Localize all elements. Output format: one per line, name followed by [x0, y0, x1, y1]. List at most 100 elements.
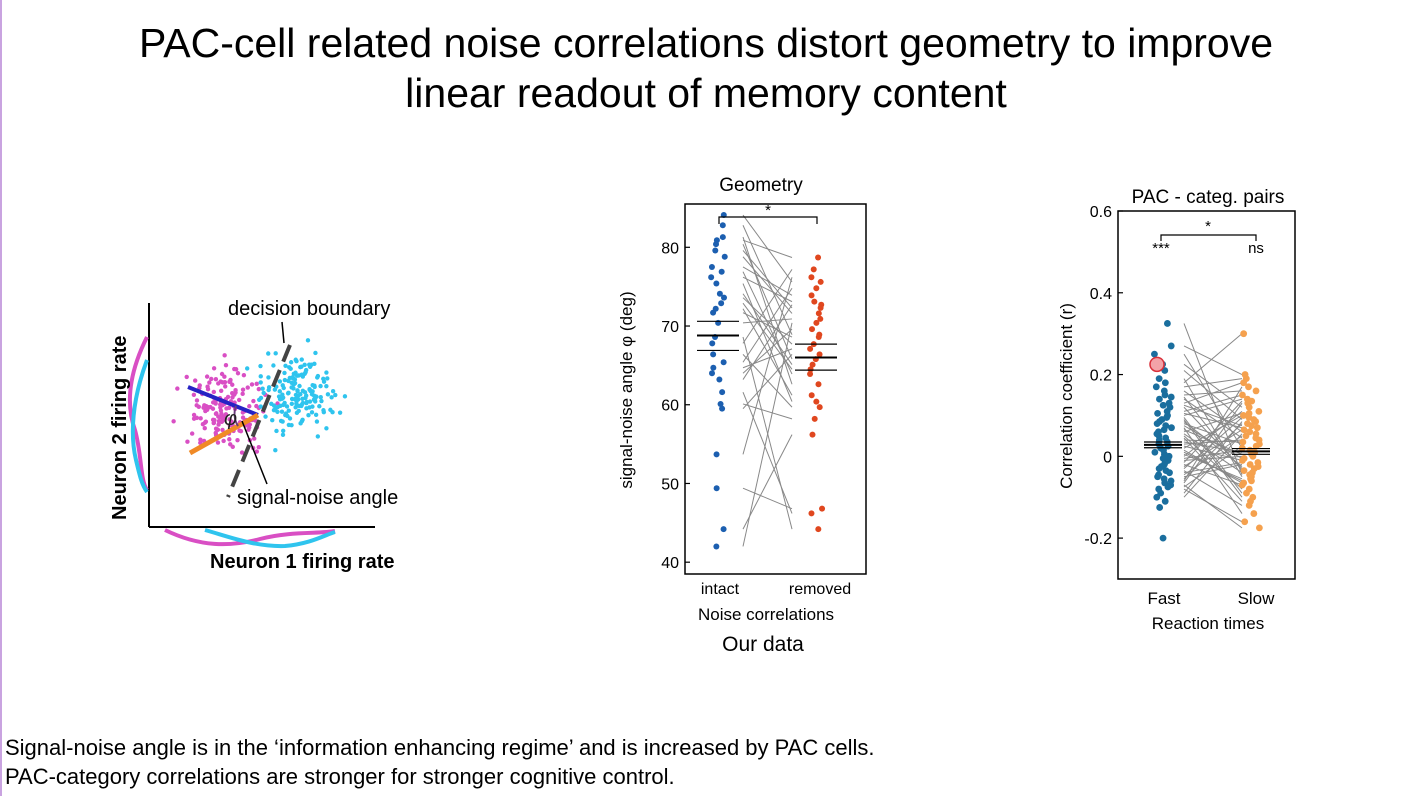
paired-line	[742, 277, 793, 455]
category-label-fast: Fast	[1147, 589, 1180, 608]
schematic-dot-cyan	[297, 383, 302, 389]
data-point-intact	[710, 351, 717, 358]
schematic-dot-cloud	[171, 338, 348, 455]
pac-x-label: Reaction times	[1152, 614, 1264, 633]
pac-significance-star: *	[1205, 218, 1211, 235]
schematic-dot-magenta	[254, 403, 259, 409]
data-point-fast	[1164, 483, 1172, 491]
schematic-dot-magenta	[254, 381, 259, 387]
takeaway-line-2: PAC-category correlations are stronger f…	[5, 764, 675, 789]
data-point-fast	[1159, 401, 1167, 409]
schematic-dot-cyan	[272, 387, 278, 392]
data-point-fast	[1166, 469, 1173, 477]
y-tick-label: 0.6	[1090, 204, 1112, 221]
schematic-dot-cyan	[289, 396, 295, 402]
slide-title: PAC-cell related noise correlations dist…	[0, 18, 1412, 118]
schematic-dot-magenta	[247, 422, 253, 427]
schematic-dot-cyan	[280, 419, 285, 424]
data-point-removed	[807, 366, 814, 373]
schematic-dot-magenta	[233, 367, 239, 372]
schematic-dot-cyan	[305, 338, 311, 343]
schematic-dot-cyan	[291, 386, 296, 391]
schematic-dot-cyan	[273, 448, 278, 453]
data-point-removed	[809, 431, 816, 438]
data-point-fast	[1161, 379, 1169, 387]
schematic-dot-cyan	[330, 409, 335, 415]
data-point-fast	[1161, 497, 1169, 505]
geometry-title: Geometry	[719, 175, 803, 196]
schematic-dot-magenta	[213, 430, 218, 436]
schematic-dot-cyan	[307, 399, 313, 404]
data-point-removed	[815, 334, 822, 341]
paired-line	[742, 391, 793, 514]
schematic-dot-magenta	[192, 378, 198, 383]
schematic-dot-cyan	[270, 418, 275, 423]
data-point-intact	[709, 370, 716, 377]
data-point-slow	[1245, 383, 1252, 391]
paired-line	[742, 318, 793, 324]
schematic-dot-magenta	[252, 436, 257, 441]
data-point-removed	[808, 392, 815, 399]
slow-significance-label: ns	[1248, 240, 1264, 257]
data-point-intact	[712, 247, 719, 254]
schematic-dot-magenta	[184, 374, 189, 380]
schematic-dot-cyan	[288, 366, 293, 371]
schematic-dot-magenta	[218, 388, 224, 393]
schematic-dot-cyan	[282, 400, 287, 406]
paired-line	[742, 271, 793, 375]
schematic-dot-cyan	[315, 373, 321, 379]
data-point-slow	[1240, 330, 1248, 338]
schematic-dot-magenta	[247, 404, 252, 409]
data-point-removed	[809, 326, 816, 333]
data-point-fast	[1151, 448, 1159, 456]
schematic-dot-cyan	[266, 351, 271, 356]
schematic-dot-magenta	[216, 414, 221, 419]
geometry-x-label: Noise correlations	[698, 605, 834, 624]
schematic-dot-magenta	[238, 428, 244, 434]
schematic-dot-cyan	[337, 410, 343, 415]
schematic-dot-cyan	[281, 428, 286, 433]
paired-line	[1183, 394, 1243, 412]
y-tick-label: 50	[661, 476, 679, 493]
data-point-slow	[1248, 477, 1255, 485]
schematic-dot-cyan	[282, 377, 288, 383]
schematic-dot-cyan	[342, 394, 348, 399]
schematic-dot-cyan	[269, 401, 274, 407]
data-point-removed	[817, 278, 824, 285]
schematic-dot-cyan	[277, 389, 282, 394]
schematic-dot-cyan	[299, 364, 304, 369]
y-axis-label: Neuron 2 firing rate	[109, 336, 131, 520]
schematic-dot-cyan	[302, 362, 307, 368]
magenta-marginal-x	[164, 528, 336, 547]
paired-line	[1183, 439, 1243, 443]
schematic-dot-cyan	[277, 379, 283, 384]
schematic-dot-cyan	[280, 395, 286, 400]
paired-line	[742, 354, 793, 410]
schematic-dot-cyan	[294, 401, 299, 406]
data-point-intact	[713, 485, 720, 492]
schematic-dot-cyan	[291, 371, 297, 376]
schematic-dot-magenta	[191, 416, 197, 421]
noise-correlation-schematic: Neuron 2 firing rate φ decision boundary…	[109, 298, 398, 573]
schematic-dot-cyan	[318, 383, 323, 389]
schematic-dot-magenta	[220, 380, 225, 385]
schematic-dot-magenta	[215, 440, 221, 445]
data-point-fast	[1155, 375, 1163, 383]
data-point-slow	[1240, 467, 1248, 475]
paired-line	[1183, 435, 1243, 476]
schematic-dot-cyan	[303, 367, 309, 373]
schematic-dot-cyan	[314, 394, 319, 399]
data-point-intact	[716, 376, 723, 383]
data-point-intact	[713, 280, 720, 287]
x-axis-label-clip: Neuron 1 firing rate	[210, 551, 394, 573]
schematic-dot-magenta	[222, 415, 227, 420]
schematic-dot-cyan	[329, 395, 334, 400]
data-point-intact	[716, 290, 723, 297]
y-tick-label: 60	[661, 398, 679, 415]
schematic-dot-cyan	[271, 363, 276, 368]
schematic-dot-cyan	[296, 408, 301, 414]
schematic-dot-cyan	[287, 375, 292, 381]
schematic-dot-magenta	[256, 386, 262, 392]
data-point-removed	[813, 319, 820, 326]
paired-line	[1183, 386, 1243, 482]
